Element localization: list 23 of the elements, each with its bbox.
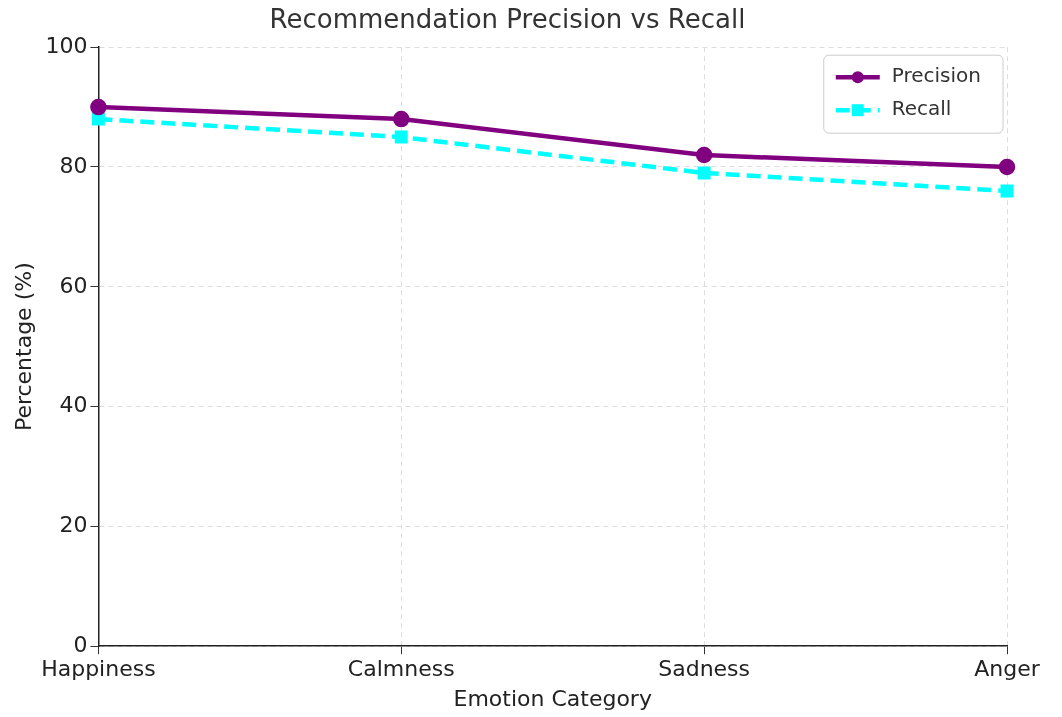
x-tick-label: Calmness [347, 656, 455, 682]
point [91, 112, 105, 126]
y-tick-label: 0 [73, 631, 88, 657]
legend-label: Precision [891, 63, 982, 88]
y-tick-label: 40 [59, 392, 88, 418]
point [998, 158, 1016, 176]
point [695, 146, 713, 164]
point [90, 98, 107, 116]
y-tick-label: 20 [59, 512, 88, 538]
x-tick-label: Anger [974, 656, 1041, 682]
y-axis-title: Percentage (%) [10, 262, 36, 432]
y-tick-label: 60 [59, 272, 88, 298]
y-tick-label: 100 [45, 32, 88, 58]
point [1000, 184, 1014, 198]
point [394, 130, 408, 144]
y-tick-label: 80 [59, 152, 88, 178]
point [697, 166, 711, 180]
point [393, 110, 410, 128]
x-tick-label: Sadness [658, 656, 751, 682]
legend-label: Recall [891, 96, 952, 121]
x-tick-label: Happiness [41, 656, 156, 682]
x-axis-title: Emotion Category [453, 685, 652, 711]
chart-title: Recommendation Precision vs Recall [269, 4, 746, 35]
